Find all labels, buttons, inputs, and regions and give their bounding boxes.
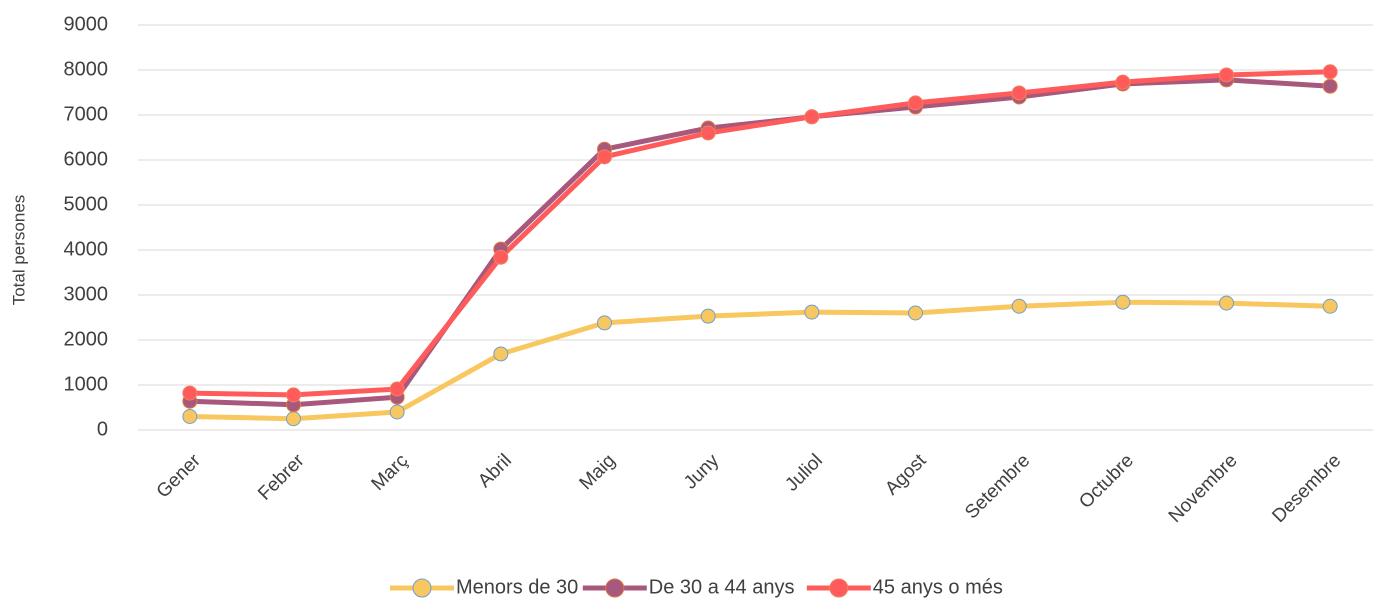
y-tick-label: 9000 <box>64 13 109 35</box>
y-tick-label: 4000 <box>64 238 109 260</box>
x-tick-label: Setembre <box>961 450 1034 523</box>
x-tick-label: Juliol <box>781 450 826 495</box>
y-tick-label: 5000 <box>64 193 109 215</box>
y-tick-label: 1000 <box>64 373 109 395</box>
point <box>908 95 923 111</box>
legend-label: 45 anys o més <box>873 576 1003 598</box>
point <box>700 125 716 141</box>
x-tick-label: Juny <box>680 450 724 494</box>
point <box>804 109 820 125</box>
x-tick-label: Maig <box>576 450 620 494</box>
legend-label: Menors de 30 <box>456 576 578 598</box>
point <box>493 249 509 265</box>
y-tick-label: 3000 <box>64 283 109 305</box>
y-tick-label: 2000 <box>64 328 109 350</box>
point <box>1322 78 1338 94</box>
x-tick-label: Agost <box>881 450 931 500</box>
point <box>286 387 301 403</box>
legend-marker <box>829 578 849 598</box>
point <box>804 304 820 320</box>
series-line <box>189 69 1331 398</box>
legend-marker <box>605 578 625 598</box>
x-tick-label: Novembre <box>1165 450 1242 527</box>
x-tick-label: Març <box>368 450 413 495</box>
y-tick-label: 8000 <box>64 58 109 80</box>
series-line <box>189 77 1331 408</box>
x-tick-label: Desembre <box>1268 450 1345 527</box>
point <box>182 385 198 401</box>
point <box>700 308 716 324</box>
point <box>597 315 612 331</box>
point <box>182 409 198 424</box>
point <box>389 404 405 420</box>
point <box>1219 295 1234 311</box>
point <box>1011 85 1027 101</box>
point <box>1115 74 1131 90</box>
x-tick-label: Gener <box>153 450 206 503</box>
point <box>286 411 301 427</box>
x-tick-label: Febrer <box>254 450 309 505</box>
point <box>389 381 405 397</box>
legend-label: De 30 a 44 anys <box>649 576 795 598</box>
x-tick-label: Abril <box>474 450 516 492</box>
point <box>1322 298 1338 314</box>
point <box>908 305 923 321</box>
x-tick-label: Octubre <box>1075 450 1138 513</box>
point <box>1322 64 1338 80</box>
point <box>1115 294 1131 310</box>
point <box>1011 298 1027 314</box>
y-tick-label: 6000 <box>64 148 109 170</box>
point <box>597 149 612 165</box>
point <box>1219 67 1234 83</box>
series-line <box>189 299 1331 422</box>
point <box>493 346 509 362</box>
y-axis-label: Total persones <box>9 195 28 306</box>
y-tick-label: 7000 <box>64 103 109 125</box>
legend-marker <box>412 578 432 598</box>
y-tick-label: 0 <box>97 418 108 440</box>
